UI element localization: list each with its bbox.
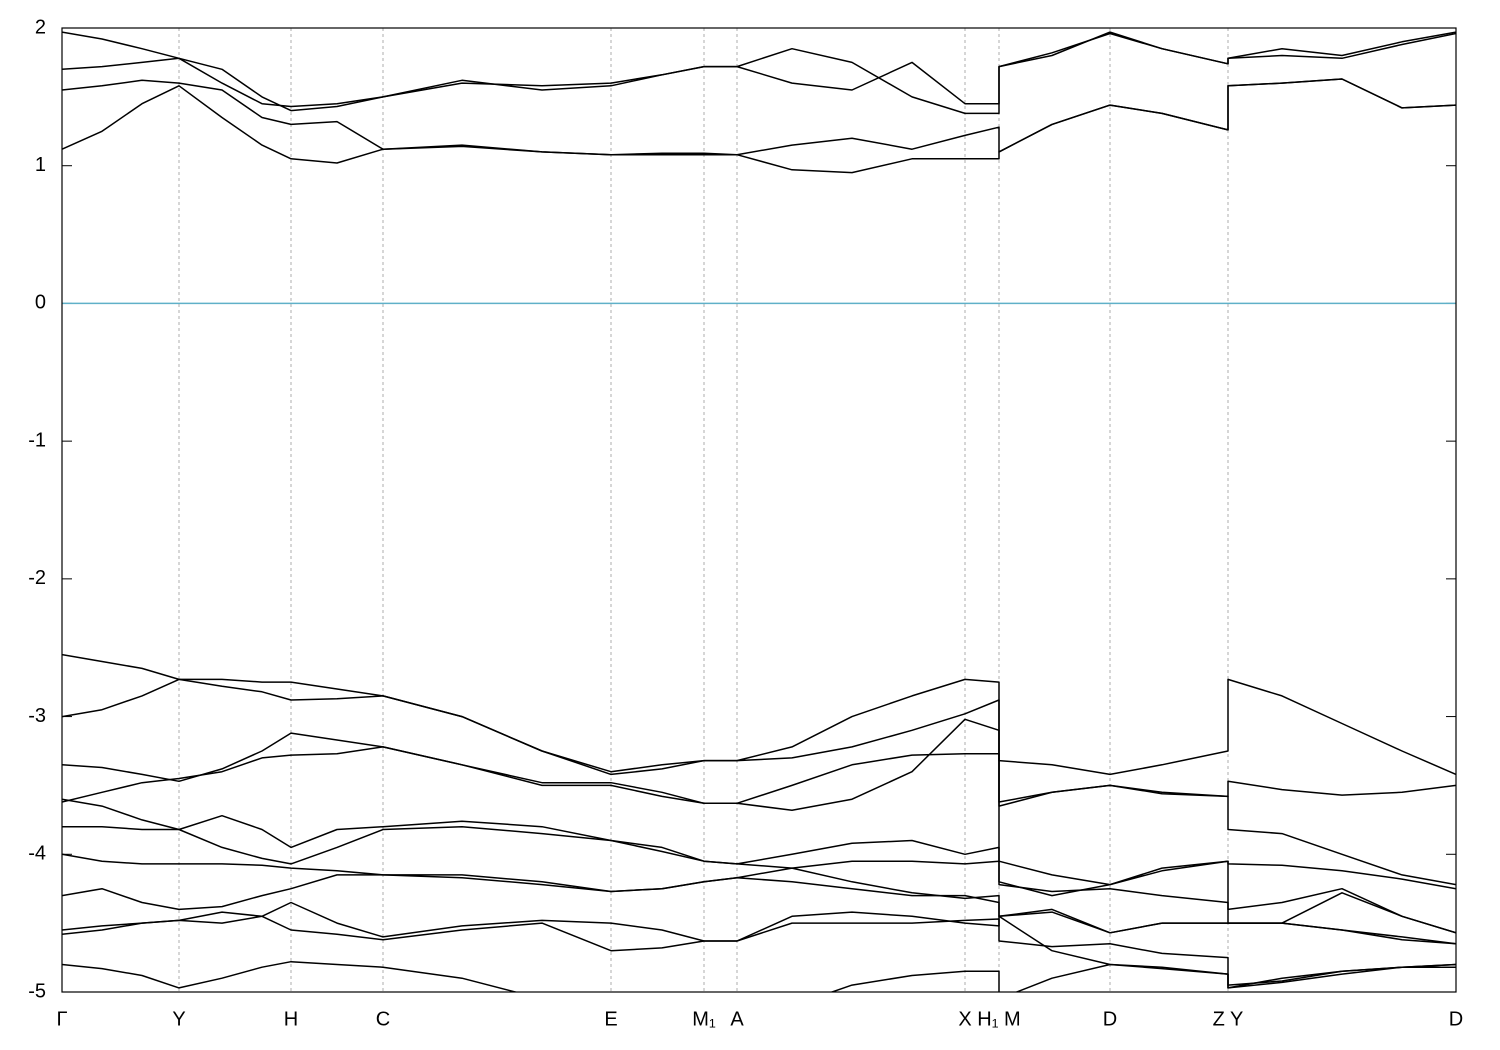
band-line — [62, 78, 1456, 156]
x-tick-label: A — [730, 1008, 744, 1030]
x-tick-label: C — [376, 1008, 390, 1030]
band-line — [62, 653, 1456, 776]
y-tick-label: -1 — [28, 429, 46, 451]
x-tick-label: Y — [172, 1008, 185, 1030]
y-tick-label: 0 — [35, 292, 46, 314]
bands — [62, 31, 1456, 992]
band-line — [62, 798, 1456, 934]
band-line — [62, 31, 1456, 115]
y-tick-label: -2 — [28, 567, 46, 589]
y-tick-label: -4 — [28, 843, 46, 865]
x-tick-label: D — [1103, 1008, 1117, 1030]
y-tick-label: -5 — [28, 980, 46, 1002]
y-tick-label: 1 — [35, 154, 46, 176]
x-tick-label: M₁ — [692, 1008, 716, 1030]
x-tick-label: X — [958, 1008, 971, 1030]
band-line — [62, 960, 1456, 992]
x-tick-label: H — [284, 1008, 298, 1030]
x-tick-label: E — [604, 1008, 617, 1030]
x-tick-label: Γ — [56, 1008, 67, 1030]
x-tick-label: D — [1449, 1008, 1463, 1030]
y-tick-label: 2 — [35, 16, 46, 38]
band-line — [62, 746, 1456, 890]
plot-frame — [61, 27, 1457, 993]
x-tick-label: H₁ M — [977, 1008, 1020, 1030]
band-line — [62, 901, 1456, 986]
band-line — [62, 814, 1456, 934]
band-line — [62, 678, 1456, 803]
band-line — [62, 78, 1456, 174]
band-line — [62, 31, 1456, 108]
band-line — [62, 867, 1456, 945]
band-line — [62, 718, 1456, 886]
x-tick-label: Z Y — [1213, 1008, 1244, 1030]
y-tick-label: -3 — [28, 705, 46, 727]
